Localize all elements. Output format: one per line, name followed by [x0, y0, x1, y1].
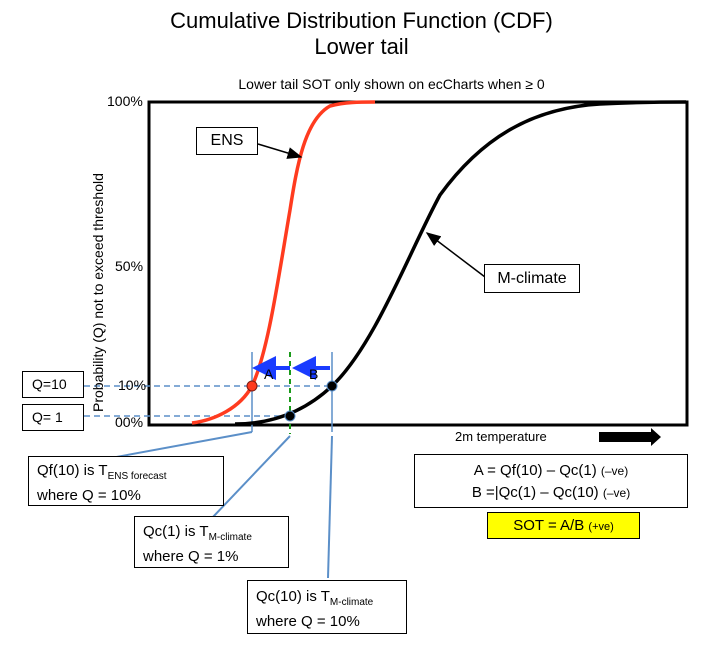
q1-box: Q= 1 — [22, 404, 84, 431]
formula-a: A = Qf(10) – Qc(1) — [473, 462, 597, 479]
qc1-callout-pointer — [211, 435, 291, 519]
sot-box: SOT = A/B (+ve) — [487, 512, 640, 539]
ens-label: ENS — [196, 127, 258, 155]
qf10-callout-pointer — [99, 431, 253, 461]
tick-10: 10% — [118, 377, 147, 393]
ens-curve — [191, 100, 376, 425]
plot-frame — [147, 100, 689, 427]
tick-00: 00% — [115, 414, 144, 430]
chart-subtitle-lower-tail: Lower tail — [314, 34, 409, 59]
formula-b-note: (–ve) — [602, 486, 631, 500]
qc1-sub: M-climate — [208, 532, 252, 543]
ens-q10-point — [246, 380, 258, 392]
qc1-line2: where Q = 1% — [143, 548, 239, 565]
tick-50: 50% — [115, 258, 144, 274]
qc10-prefix: Qc(10) is T — [256, 588, 330, 605]
qc1-callout: Qc(1) is TM-climate where Q = 1% — [134, 516, 289, 568]
formula-b: B =|Qc(1) – Qc(10) — [471, 484, 599, 501]
qf10-sub: ENS forecast — [107, 471, 167, 482]
qc10-callout-pointer — [327, 435, 333, 579]
formula-a-note: (–ve) — [600, 464, 629, 478]
mclimate-pointer — [425, 232, 486, 278]
sot-main: SOT = A/B — [513, 517, 585, 534]
ens-pointer — [257, 143, 303, 159]
marker-b: B — [309, 366, 319, 382]
formula-box: A = Qf(10) – Qc(1) (–ve) B =|Qc(1) – Qc(… — [414, 454, 688, 508]
q10-box: Q=10 — [22, 371, 84, 398]
mclimate-q10-point — [326, 380, 338, 392]
y-axis-label: Probability (Q) not to exceed threshold — [90, 173, 106, 412]
mclimate-label: M-climate — [484, 264, 580, 293]
chart-title: Cumulative Distribution Function (CDF) — [170, 8, 553, 33]
mclimate-q1-point — [284, 410, 296, 422]
qc10-line2: where Q = 10% — [256, 613, 360, 630]
qf10-prefix: Qf(10) is T — [37, 462, 108, 479]
tick-100: 100% — [107, 93, 143, 109]
qf10-line2: where Q = 10% — [37, 487, 141, 504]
sot-note-label: (+ve) — [588, 521, 614, 533]
x-axis-label: 2m temperature — [455, 429, 547, 444]
qc1-prefix: Qc(1) is T — [143, 523, 209, 540]
marker-a: A — [264, 366, 274, 382]
qc10-callout: Qc(10) is TM-climate where Q = 10% — [247, 580, 407, 634]
qf10-callout: Qf(10) is TENS forecast where Q = 10% — [28, 456, 224, 506]
sot-note: Lower tail SOT only shown on ecCharts wh… — [238, 76, 545, 92]
mclimate-curve — [234, 100, 687, 426]
qc10-sub: M-climate — [329, 597, 374, 608]
temperature-arrow-icon — [599, 428, 661, 446]
